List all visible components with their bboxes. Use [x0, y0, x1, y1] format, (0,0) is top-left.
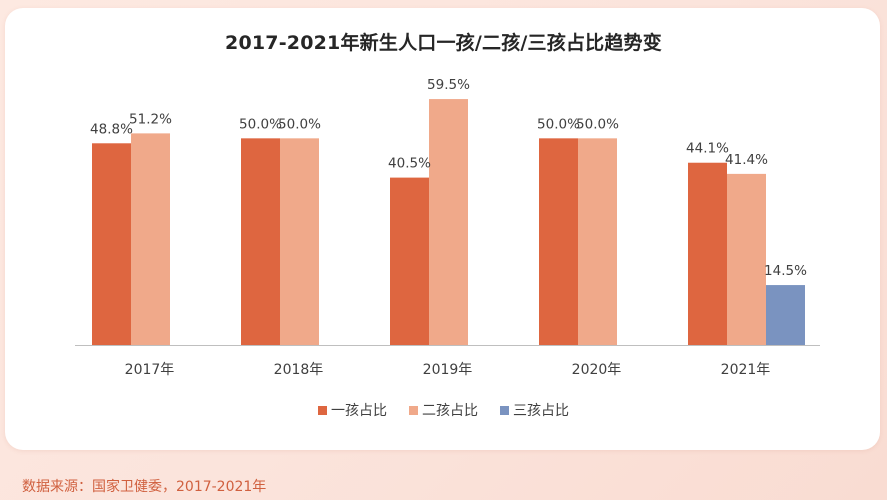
bar-group [92, 99, 805, 345]
bar-4-1 [539, 138, 578, 345]
data-label: 50.0% [278, 116, 321, 132]
legend-item-third-child: 三孩占比 [500, 400, 569, 420]
legend-item-second-child: 二孩占比 [409, 400, 478, 420]
bar-5-3 [766, 285, 805, 345]
data-label: 51.2% [129, 111, 172, 127]
data-label: 50.0% [537, 116, 580, 132]
x-tick-label: 2019年 [423, 362, 473, 378]
bar-2-1 [241, 138, 280, 345]
legend-item-first-child: 一孩占比 [318, 400, 387, 420]
x-tick-label: 2017年 [125, 362, 175, 378]
chart-title: 2017-2021年新生人口一孩/二孩/三孩占比趋势变 [225, 32, 662, 54]
x-tick-label: 2018年 [274, 362, 324, 378]
x-tick-label: 2021年 [721, 362, 771, 378]
legend-swatch [500, 405, 509, 415]
data-label-group: 48.8%51.2% 50.0%50.0%40.5%59.5%50.0%50.0%… [90, 77, 807, 279]
bar-1-2 [131, 133, 170, 345]
legend-swatch [318, 405, 327, 415]
legend-swatch [409, 405, 418, 415]
legend: 一孩占比 二孩占比 三孩占比 [0, 400, 887, 420]
chart-plot: 48.8%51.2% 50.0%50.0%40.5%59.5%50.0%50.0%… [75, 77, 820, 378]
x-tick-label: 2020年 [572, 362, 622, 378]
data-label: 40.5% [388, 156, 431, 172]
bar-5-1 [688, 162, 727, 345]
x-tick-group: 2017年 2018年 2019年 2020年 2021年 [125, 362, 771, 378]
data-label: 41.4% [725, 152, 768, 168]
data-label: 14.5% [764, 263, 807, 279]
data-label: 50.0% [576, 116, 619, 132]
bar-3-1 [390, 177, 429, 345]
legend-label: 二孩占比 [422, 403, 478, 419]
data-label: 44.1% [686, 141, 729, 157]
bar-3-2 [429, 99, 468, 345]
bar-1-1 [92, 143, 131, 345]
bar-4-2 [578, 138, 617, 345]
data-label: 50.0% [239, 116, 282, 132]
data-label: 59.5% [427, 77, 470, 93]
bar-2-2 [280, 138, 319, 345]
source-note: 数据来源：国家卫健委，2017-2021年 [22, 479, 267, 495]
data-label: 48.8% [90, 121, 133, 137]
bar-5-2 [727, 173, 766, 345]
legend-label: 三孩占比 [513, 403, 569, 419]
legend-label: 一孩占比 [331, 403, 387, 419]
